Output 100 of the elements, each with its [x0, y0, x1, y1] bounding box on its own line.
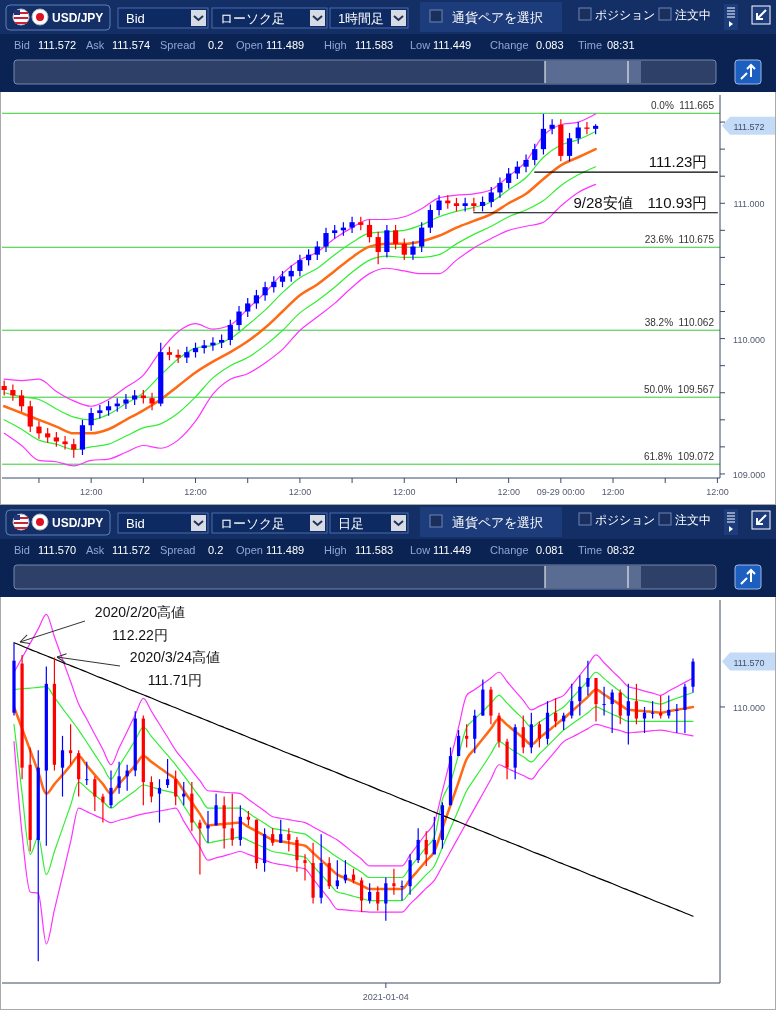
candlestick: [488, 186, 494, 208]
candlestick: [238, 804, 242, 847]
candlestick: [586, 660, 590, 696]
annotation: 2020/2/20高値 112.22円: [94, 604, 186, 643]
candlestick: [497, 176, 503, 199]
x-tick-label: 12:00: [288, 487, 312, 497]
text: Low 111.449: [410, 544, 472, 556]
text: ポジション: [595, 513, 655, 527]
candlestick: [368, 882, 372, 905]
candlestick: [206, 810, 210, 844]
candlestick: [570, 683, 574, 720]
candlestick: [436, 194, 442, 217]
candlestick: [165, 758, 170, 789]
x-tick-label: 2021-01-04: [362, 992, 409, 1002]
candlestick: [60, 735, 65, 798]
text: Low 111.449: [410, 39, 472, 51]
y-tick-label: 109.000: [732, 469, 766, 480]
text: 注文中: [675, 8, 711, 22]
text: High 111.583: [324, 39, 394, 51]
candlestick: [659, 694, 663, 720]
chart-title: USD/JPY: [52, 516, 104, 530]
candlestick: [384, 224, 390, 258]
ref-line-label: 38.2% 110.062: [644, 317, 715, 329]
candlestick: [400, 879, 404, 902]
candlestick: [253, 289, 260, 310]
candlestick: [149, 775, 154, 803]
candlestick: [375, 231, 381, 265]
candlestick: [532, 143, 538, 166]
text: Change 0.081: [490, 544, 564, 556]
candlestick: [101, 793, 105, 824]
text: ポジション: [595, 8, 655, 22]
candlestick: [27, 400, 33, 433]
candlestick: [456, 729, 461, 757]
text: Open 111.489: [236, 544, 305, 556]
candlestick: [626, 683, 630, 746]
y-tick-label: 110.000: [733, 702, 765, 713]
candlestick: [427, 204, 433, 234]
text: Ask 111.574: [86, 39, 151, 51]
candlestick: [236, 305, 242, 332]
candlestick: [287, 827, 291, 853]
candlestick: [303, 853, 307, 881]
text: Open 111.489: [236, 39, 305, 51]
candlestick: [323, 227, 329, 253]
candlestick: [384, 876, 388, 922]
candlestick: [36, 420, 42, 440]
candlestick: [410, 240, 416, 261]
candlestick: [297, 254, 303, 277]
text: High 111.583: [324, 544, 394, 556]
annotation: 111.23円: [648, 153, 708, 171]
candlestick: [335, 859, 339, 890]
candlestick: [182, 781, 186, 806]
candlestick: [295, 836, 299, 873]
x-tick-label: 12:00: [706, 487, 729, 497]
candlestick: [327, 856, 331, 890]
candlestick: [473, 709, 477, 754]
candlestick: [227, 319, 233, 346]
text: Ask 111.572: [86, 544, 151, 556]
candlestick: [683, 683, 687, 734]
candlestick: [230, 793, 234, 847]
candlestick: [416, 827, 420, 864]
candlestick: [401, 237, 407, 261]
candlestick: [506, 167, 512, 189]
candlestick: [366, 218, 373, 244]
candlestick: [214, 793, 218, 827]
candlestick: [198, 819, 202, 876]
text: Bid 111.570: [14, 544, 77, 556]
candlestick: [540, 113, 547, 156]
candlestick: [279, 819, 283, 844]
x-tick-label: 09-29 00:00: [536, 487, 585, 497]
candlestick: [675, 703, 679, 734]
candlestick: [175, 348, 181, 364]
candlestick: [610, 689, 614, 734]
x-tick-label: 12:00: [601, 487, 625, 497]
text: ローソク足: [220, 11, 285, 26]
text: 日足: [338, 516, 364, 531]
candlestick: [584, 121, 590, 135]
text: Time 08:31: [578, 39, 635, 51]
candlestick: [667, 694, 671, 720]
candlestick: [521, 715, 525, 754]
candlestick: [602, 686, 606, 717]
line-series: [13, 642, 694, 917]
candlestick: [529, 712, 533, 754]
candlestick: [68, 723, 73, 766]
candlestick: [392, 224, 399, 250]
candlestick: [618, 689, 622, 725]
y-tick-label: 110.000: [733, 334, 765, 345]
ref-line-label: 0.0% 111.665: [650, 100, 715, 112]
candlestick: [85, 761, 89, 786]
candlestick: [117, 761, 121, 795]
candlestick: [392, 868, 396, 896]
x-tick-label: 12:00: [184, 487, 207, 497]
y-tick-label: 111.570: [733, 657, 765, 668]
text: ローソク足: [220, 516, 285, 531]
x-tick-label: 12:00: [79, 487, 103, 497]
annotation: 2020/3/24高値 111.71円: [129, 649, 221, 688]
candlestick: [549, 118, 555, 135]
ref-line-label: 61.8% 109.072: [643, 451, 715, 463]
text: Spread 0.2: [160, 544, 224, 556]
text: Bid: [126, 516, 145, 531]
text: 1時間足: [338, 11, 385, 26]
